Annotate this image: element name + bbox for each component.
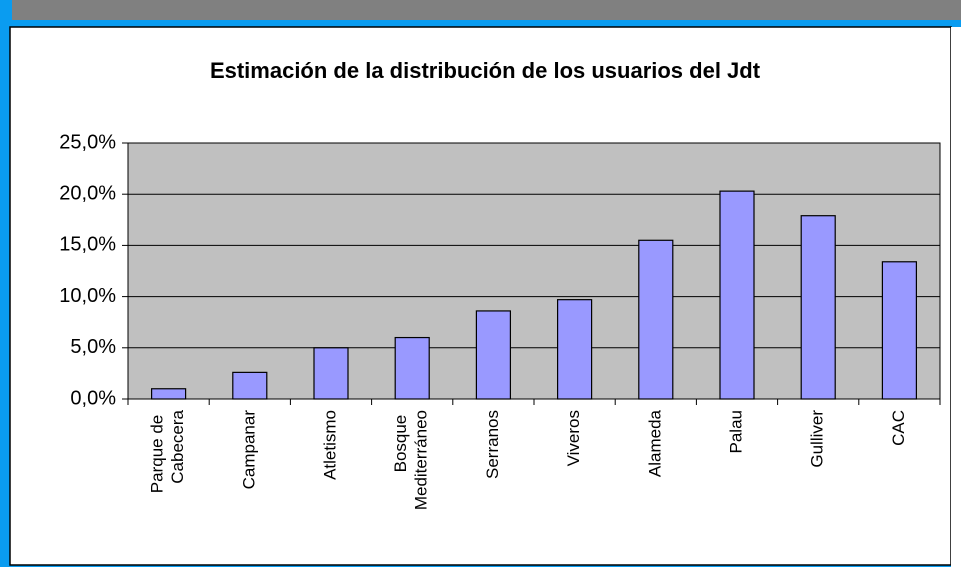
bar xyxy=(881,261,918,400)
x-tick-label: Palau xyxy=(726,410,745,453)
x-tick-label: Bosque Mediterráneo xyxy=(391,410,430,510)
x-tick-label-line: Cabecera xyxy=(168,409,187,483)
x-tick-label-line: Parque de xyxy=(148,410,167,493)
bar xyxy=(394,336,430,400)
bar xyxy=(556,299,593,400)
bar xyxy=(313,347,349,400)
x-tick-label: Campanar xyxy=(239,410,258,490)
bar xyxy=(800,215,836,400)
x-tick-label-line: Bosque xyxy=(391,410,410,472)
x-tick-label: Gulliver xyxy=(808,410,827,468)
top-bar xyxy=(12,0,961,20)
y-tick-label: 10,0% xyxy=(59,285,116,307)
bar xyxy=(475,310,511,400)
y-tick-label: 0,0% xyxy=(70,387,116,409)
x-tick-label: Alameda xyxy=(645,409,664,477)
x-tick-label: CAC xyxy=(889,410,908,446)
x-tick-label-line: Mediterráneo xyxy=(412,410,431,510)
x-tick-label: Viveros xyxy=(564,410,583,466)
right-margin xyxy=(951,27,961,567)
y-tick-label: 5,0% xyxy=(70,336,116,358)
y-tick-label: 25,0% xyxy=(59,131,116,153)
y-tick-label: 15,0% xyxy=(59,234,116,256)
chart-title: Estimación de la distribución de los usu… xyxy=(210,58,761,83)
bar xyxy=(151,388,187,400)
bar xyxy=(638,239,674,400)
y-tick-label: 20,0% xyxy=(59,182,116,204)
x-tick-label: Atletismo xyxy=(320,410,339,480)
x-tick-label: Parque de Cabecera xyxy=(148,409,187,493)
x-tick-label: Serranos xyxy=(483,410,502,479)
bar xyxy=(232,371,268,400)
bar xyxy=(719,190,755,400)
